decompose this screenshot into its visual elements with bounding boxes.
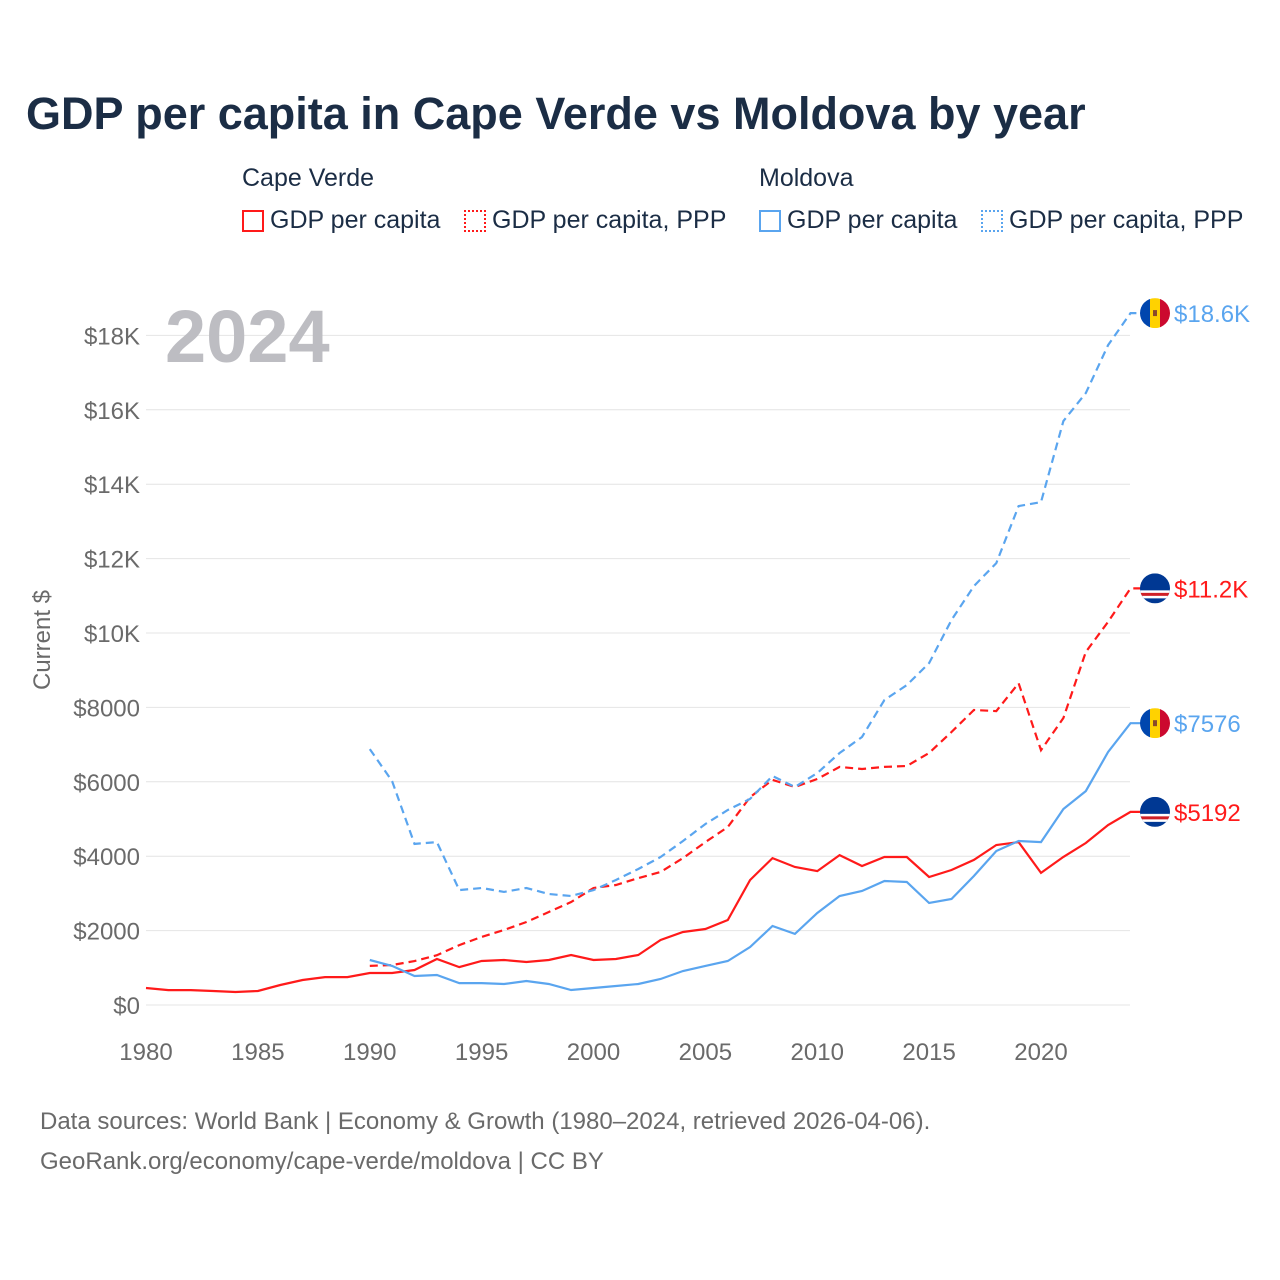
x-tick-label: 2020 <box>1014 1039 1067 1066</box>
series-line[interactable] <box>369 722 1143 992</box>
moldova-flag-icon <box>1140 298 1170 329</box>
y-axis-label: Current $ <box>29 590 56 690</box>
y-tick-label: $0 <box>113 993 140 1020</box>
legend-item-md-gdp[interactable]: GDP per capita <box>759 206 957 235</box>
chart-title: GDP per capita in Cape Verde vs Moldova … <box>26 88 1086 139</box>
y-tick-label: $18K <box>84 323 140 350</box>
y-tick-label: $8000 <box>73 695 140 722</box>
legend-group-cape-verde: Cape Verde <box>242 164 375 192</box>
moldova-flag-icon <box>1140 708 1170 739</box>
y-tick-label: $4000 <box>73 844 140 871</box>
y-tick-label: $2000 <box>73 919 140 946</box>
x-tick-label: 1980 <box>119 1039 172 1066</box>
x-tick-label: 2015 <box>902 1039 955 1066</box>
legend-swatch-solid <box>242 209 264 232</box>
legend-swatch-dotted <box>464 209 486 232</box>
x-tick-label: 1995 <box>455 1039 508 1066</box>
end-value-label: $11.2K <box>1174 576 1248 603</box>
x-tick-label: 2010 <box>791 1039 844 1066</box>
end-value-label: $7576 <box>1174 711 1241 738</box>
source-text: Data sources: World Bank | Economy & Gro… <box>40 1108 931 1135</box>
y-tick-label: $10K <box>84 621 140 648</box>
end-value-label: $18.6K <box>1174 301 1250 328</box>
legend-label: GDP per capita, PPP <box>492 206 727 234</box>
end-value-label: $5192 <box>1174 800 1241 827</box>
x-tick-label: 2005 <box>679 1039 732 1066</box>
year-watermark: 2024 <box>165 295 330 378</box>
legend-item-md-ppp[interactable]: GDP per capita, PPP <box>981 206 1243 235</box>
series-line[interactable] <box>145 810 1143 994</box>
legend-swatch-dotted <box>981 209 1003 232</box>
legend-label: GDP per capita <box>787 206 958 234</box>
series-line[interactable] <box>368 312 1143 898</box>
y-tick-label: $6000 <box>73 770 140 797</box>
x-tick-label: 1990 <box>343 1039 396 1066</box>
source-url[interactable]: GeoRank.org/economy/cape-verde/moldova |… <box>40 1148 604 1175</box>
legend-label: GDP per capita, PPP <box>1009 206 1244 234</box>
y-tick-label: $16K <box>84 398 140 425</box>
y-tick-label: $14K <box>84 472 140 499</box>
legend-item-cv-ppp[interactable]: GDP per capita, PPP <box>464 206 726 235</box>
legend-label: GDP per capita <box>270 206 441 234</box>
cape-verde-flag-icon <box>1140 573 1170 604</box>
x-tick-label: 2000 <box>567 1039 620 1066</box>
cape-verde-flag-icon <box>1140 796 1170 827</box>
legend-group-moldova: Moldova <box>759 164 854 192</box>
legend-item-cv-gdp[interactable]: GDP per capita <box>242 206 440 235</box>
y-tick-label: $12K <box>84 547 140 574</box>
legend-swatch-solid <box>759 209 781 232</box>
x-tick-label: 1985 <box>231 1039 284 1066</box>
series-line[interactable] <box>369 587 1143 967</box>
